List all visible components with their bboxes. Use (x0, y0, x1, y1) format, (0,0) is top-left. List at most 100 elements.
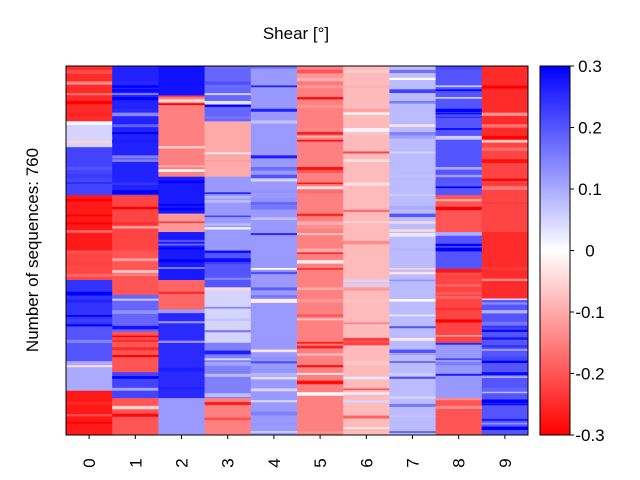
heatmap-row-stripe (297, 77, 344, 82)
heatmap-row-stripe (297, 248, 344, 253)
heatmap-row-stripe (389, 337, 437, 341)
heatmap-row-stripe (112, 354, 159, 358)
heatmap-row-stripe (481, 356, 529, 361)
heatmap-row-stripe (435, 362, 483, 366)
heatmap-cell (112, 331, 159, 373)
heatmap-row-stripe (343, 240, 390, 245)
heatmap-row-stripe (112, 298, 159, 301)
heatmap-row-stripe (435, 186, 483, 189)
heatmap-row-stripe (250, 295, 298, 298)
heatmap-row-stripe (158, 99, 206, 103)
heatmap-row-stripe (435, 272, 483, 275)
heatmap-cell (204, 250, 252, 288)
heatmap-row-stripe (481, 267, 529, 271)
heatmap-cell (481, 232, 529, 299)
heatmap-row-stripe (158, 259, 206, 263)
x-tick-label: 6 (357, 458, 376, 467)
heatmap-row-stripe (250, 357, 298, 360)
heatmap-row-stripe (435, 206, 483, 211)
heatmap-row-stripe (297, 97, 344, 100)
heatmap-row-stripe (297, 170, 344, 173)
heatmap-row-stripe (481, 186, 529, 190)
heatmap-row-stripe (481, 337, 529, 340)
heatmap-row-stripe (343, 400, 390, 403)
heatmap-row-stripe (204, 152, 252, 155)
heatmap-row-stripe (250, 233, 298, 236)
heatmap-row-stripe (343, 108, 390, 112)
heatmap-cell (435, 268, 483, 344)
heatmap-row-stripe (204, 192, 252, 195)
heatmap-row-stripe (389, 271, 437, 275)
heatmap-row-stripe (297, 225, 344, 230)
heatmap-row-stripe (481, 85, 529, 89)
heatmap-row-stripe (66, 266, 113, 270)
heatmap-row-stripe (481, 372, 529, 375)
heatmap-row-stripe (343, 221, 390, 223)
heatmap-row-stripe (158, 165, 206, 168)
x-tick-label: 8 (450, 458, 469, 467)
heatmap-row-stripe (343, 209, 390, 213)
heatmap-row-stripe (297, 233, 344, 236)
heatmap-row-stripe (250, 198, 298, 202)
heatmap-row-stripe (389, 403, 437, 407)
heatmap-row-stripe (158, 267, 206, 270)
heatmap-row-stripe (481, 426, 529, 430)
heatmap-row-stripe (112, 97, 159, 101)
heatmap-row-stripe (204, 258, 252, 262)
heatmap-row-stripe (112, 413, 159, 417)
heatmap-row-stripe (66, 81, 113, 85)
heatmap-row-stripe (481, 310, 529, 314)
heatmap-row-stripe (204, 160, 252, 162)
heatmap-row-stripe (389, 151, 437, 154)
heatmap-row-stripe (158, 291, 206, 294)
heatmap-cell (389, 66, 437, 436)
heatmap-row-stripe (389, 279, 437, 282)
heatmap-row-stripe (343, 283, 390, 287)
heatmap-row-stripe (481, 112, 529, 116)
heatmap-row-stripe (343, 388, 390, 391)
heatmap-cell (158, 309, 206, 399)
heatmap-cell (204, 121, 252, 178)
heatmap-row-stripe (204, 277, 252, 280)
heatmap-row-stripe (297, 299, 344, 303)
heatmap-row-stripe (481, 325, 529, 329)
heatmap-cell (158, 95, 206, 178)
x-tick-label: 5 (311, 458, 330, 467)
heatmap-row-stripe (481, 147, 529, 152)
heatmap-cell (435, 195, 483, 233)
heatmap-row-stripe (112, 190, 159, 195)
heatmap-row-stripe (481, 345, 529, 348)
heatmap-row-stripe (435, 307, 483, 311)
heatmap-row-stripe (204, 223, 252, 226)
heatmap-row-stripe (204, 330, 252, 333)
heatmap-row-stripe (389, 431, 437, 434)
heatmap-row-stripe (112, 335, 159, 338)
heatmap-row-stripe (297, 132, 344, 135)
heatmap-row-stripe (204, 100, 252, 105)
heatmap-row-stripe (297, 104, 344, 109)
heatmap-row-stripe (389, 233, 437, 237)
heatmap-row-stripe (481, 178, 529, 181)
heatmap-row-stripe (389, 353, 437, 355)
x-tick-label: 0 (80, 458, 99, 467)
heatmap-row-stripe (66, 314, 113, 317)
heatmap-row-stripe (250, 388, 298, 392)
colorbar-tick-label: 0.3 (578, 57, 602, 76)
heatmap-row-stripe (343, 151, 390, 154)
colorbar-tick-label: -0.3 (575, 426, 604, 445)
heatmap-row-stripe (481, 302, 529, 305)
heatmap-row-stripe (343, 85, 390, 88)
heatmap-row-stripe (66, 339, 113, 344)
heatmap-row-stripe (435, 268, 483, 273)
heatmap-row-stripe (297, 85, 344, 89)
heatmap-row-stripe (250, 361, 298, 364)
heatmap-row-stripe (66, 250, 113, 254)
heatmap-row-stripe (435, 334, 483, 337)
heatmap-row-stripe (158, 313, 206, 318)
heatmap-row-stripe (112, 269, 159, 274)
heatmap-row-stripe (204, 250, 252, 254)
heatmap-row-stripe (435, 319, 483, 323)
heatmap-row-stripe (112, 112, 159, 117)
x-tick-label: 3 (219, 458, 238, 467)
